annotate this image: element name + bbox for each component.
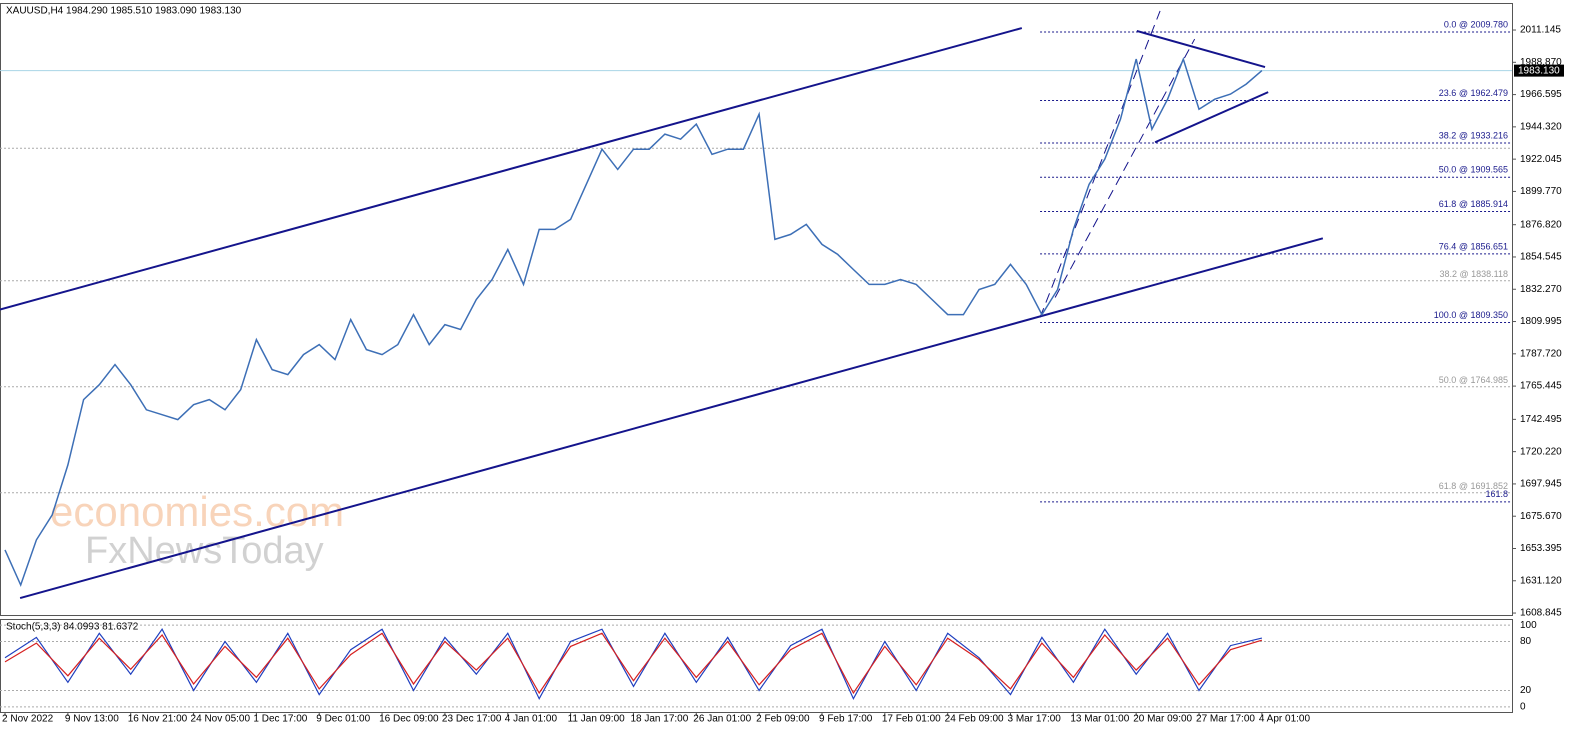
x-tick-label: 2 Nov 2022 [2,714,54,725]
y-tick-label: 1988.870 [1520,57,1562,68]
x-tick-label: 4 Jan 01:00 [505,714,558,725]
watermark: economies.com [50,488,344,535]
y-tick-label: 1765.445 [1520,381,1562,392]
x-tick-label: 27 Mar 17:00 [1196,714,1255,725]
trendline [1136,29,1266,69]
price-line [4,56,1263,588]
trendline [0,27,1023,311]
old-fib-label: 38.2 @ 1838.118 [1439,269,1508,279]
y-tick-label: 1742.495 [1520,414,1562,425]
stoch-label: Stoch(5,3,3) 84.0993 81.6372 [6,622,139,633]
current-price-box [1514,64,1564,77]
y-tick-label: 1966.595 [1520,89,1562,100]
y-tick-label: 1720.220 [1520,446,1562,457]
y-tick-label: 1675.670 [1520,511,1562,522]
x-tick-label: 2 Feb 09:00 [756,714,810,725]
y-tick-label: 1608.845 [1520,608,1562,619]
trendline [1039,10,1161,318]
stoch-line [4,632,1263,695]
x-tick-label: 24 Nov 05:00 [191,714,251,725]
y-tick-label: 1922.045 [1520,154,1562,165]
x-tick-label: 26 Jan 01:00 [693,714,751,725]
y-tick-label: 1697.945 [1520,479,1562,490]
stoch-tick-label: 80 [1520,636,1532,647]
y-tick-label: 2011.145 [1520,25,1561,36]
old-fib-label: 61.8 @ 1691.852 [1439,481,1508,491]
chart-title: XAUUSD,H4 1984.290 1985.510 1983.090 198… [6,6,242,17]
x-tick-label: 1 Dec 17:00 [253,714,307,725]
old-fib-label: 50.0 @ 1764.985 [1439,375,1508,385]
y-tick-label: 1854.545 [1520,252,1562,263]
x-tick-label: 16 Nov 21:00 [128,714,188,725]
trendline [1154,91,1269,144]
fib-label: 38.2 @ 1933.216 [1439,130,1508,140]
x-tick-label: 18 Jan 17:00 [630,714,688,725]
x-tick-label: 11 Jan 09:00 [568,714,626,725]
x-tick-label: 9 Feb 17:00 [819,714,873,725]
stoch-tick-label: 100 [1520,620,1537,631]
stoch-line [4,628,1263,701]
y-tick-label: 1899.770 [1520,186,1562,197]
stoch-tick-label: 20 [1520,685,1532,696]
trendline [19,237,1324,600]
y-tick-label: 1944.320 [1520,122,1562,133]
fib-label: 76.4 @ 1856.651 [1439,241,1508,251]
y-tick-label: 1631.120 [1520,575,1562,586]
stoch-panel [0,619,1513,713]
x-tick-label: 16 Dec 09:00 [379,714,439,725]
x-tick-label: 24 Feb 09:00 [945,714,1004,725]
current-price-label: 1983.130 [1518,65,1560,76]
fib-label: 23.6 @ 1962.479 [1439,88,1508,98]
y-tick-label: 1787.720 [1520,348,1562,359]
y-tick-label: 1876.820 [1520,219,1562,230]
fib-label: 0.0 @ 2009.780 [1444,19,1508,29]
x-tick-label: 13 Mar 01:00 [1070,714,1129,725]
x-tick-label: 3 Mar 17:00 [1008,714,1062,725]
x-tick-label: 9 Dec 01:00 [316,714,370,725]
fib-label: 100.0 @ 1809.350 [1434,310,1508,320]
watermark: FxNewsToday [85,530,324,572]
x-tick-label: 20 Mar 09:00 [1133,714,1192,725]
fib-label: 61.8 @ 1885.914 [1439,199,1508,209]
x-tick-label: 17 Feb 01:00 [882,714,941,725]
y-tick-label: 1653.395 [1520,543,1562,554]
trendline [1054,38,1196,298]
stoch-tick-label: 0 [1520,701,1526,712]
y-tick-label: 1809.995 [1520,316,1562,327]
y-tick-label: 1832.270 [1520,284,1562,295]
fib-label: 161.8 [1485,489,1508,499]
x-tick-label: 23 Dec 17:00 [442,714,502,725]
fib-label: 50.0 @ 1909.565 [1439,165,1508,175]
x-tick-label: 9 Nov 13:00 [65,714,119,725]
x-tick-label: 4 Apr 01:00 [1259,714,1311,725]
